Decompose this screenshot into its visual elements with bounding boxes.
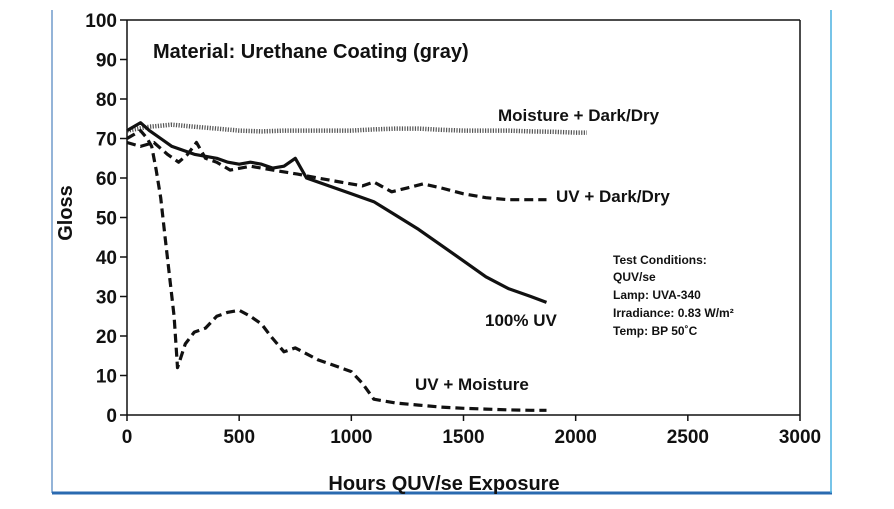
label-100-uv: 100% UV [485,311,557,330]
series-line-uv-moisture [126,129,547,412]
plot-area-background [52,10,832,495]
y-tick-label: 10 [96,367,117,388]
test-conditions-method: QUV/se [613,270,656,284]
x-ticks: 0 500 1000 1500 2000 2500 3000 [122,415,821,448]
series-lines [126,121,587,412]
y-tick-label: 0 [106,406,117,427]
test-conditions-lamp: Lamp: UVA-340 [613,288,701,302]
x-tick-label: 3000 [779,427,821,448]
x-axis-title: Hours QUV/se Exposure [328,473,559,495]
y-tick-label: 50 [96,209,117,230]
y-tick-label: 80 [96,90,117,111]
x-tick-label: 1500 [442,427,484,448]
y-tick-label: 30 [96,288,117,309]
chart-title: Material: Urethane Coating (gray) [153,41,469,63]
label-uv-moisture: UV + Moisture [415,375,529,394]
series-line-uv-dark-dry [126,140,547,202]
test-conditions-temp: Temp: BP 50˚C [613,324,698,338]
test-conditions-heading: Test Conditions: [613,253,707,267]
y-tick-label: 90 [96,51,117,72]
label-uv-dark-dry: UV + Dark/Dry [556,187,670,206]
test-conditions-block: Test Conditions: QUV/se Lamp: UVA-340 Ir… [613,253,734,338]
y-tick-label: 20 [96,327,117,348]
y-tick-label: 40 [96,248,117,269]
y-tick-label: 60 [96,169,117,190]
x-tick-label: 2000 [555,427,597,448]
x-tick-label: 1000 [330,427,372,448]
y-tick-label: 70 [96,130,117,151]
y-ticks: 0 10 20 30 40 50 60 70 80 90 100 [85,11,127,427]
x-tick-label: 2500 [667,427,709,448]
test-conditions-irradiance: Irradiance: 0.83 W/m² [613,306,734,320]
series-line-100-uv [126,121,548,304]
y-axis-title: Gloss [55,185,77,241]
y-tick-label: 100 [85,11,117,32]
label-moisture-dark-dry: Moisture + Dark/Dry [498,106,660,125]
x-tick-label: 500 [223,427,255,448]
x-tick-label: 0 [122,427,133,448]
series-line-moisture-dark-dry [126,122,587,135]
